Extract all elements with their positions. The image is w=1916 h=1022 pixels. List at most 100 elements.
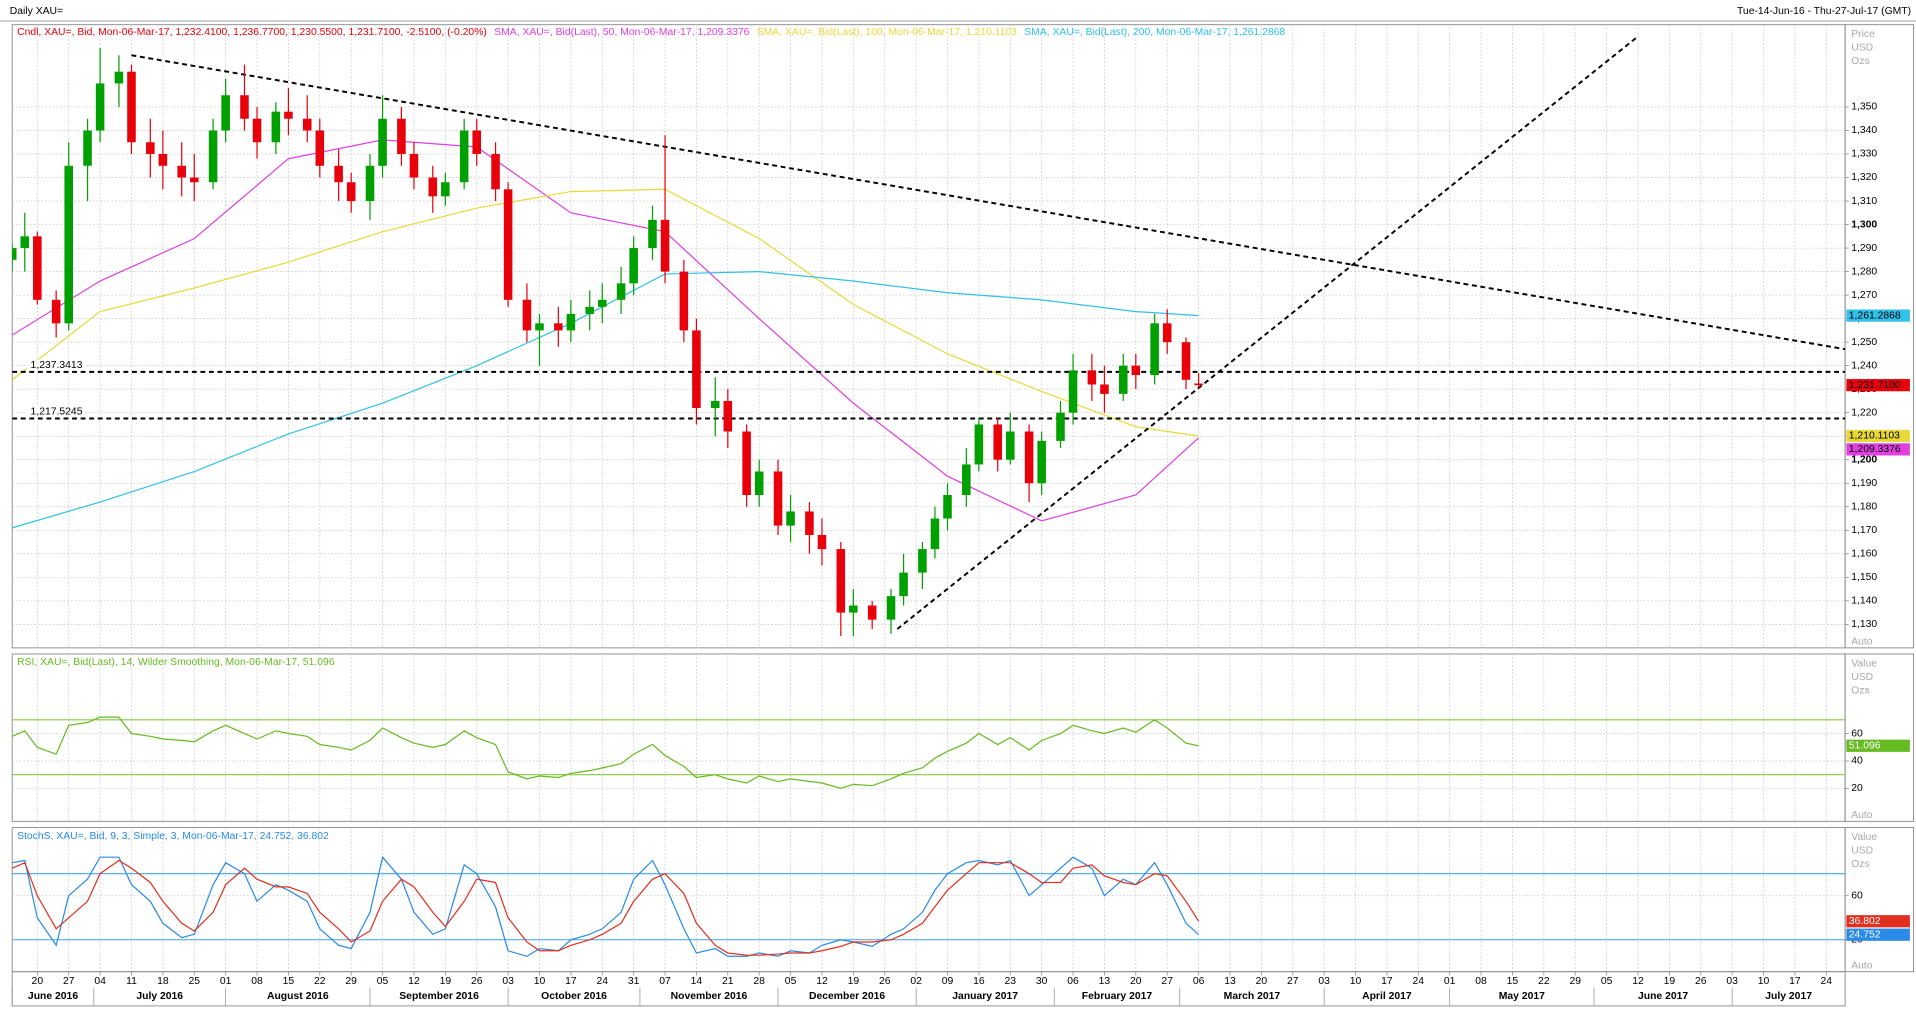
value-tag	[1846, 309, 1910, 322]
x-tick-label: 10	[1350, 976, 1362, 987]
candle-body	[867, 605, 877, 620]
candle-body	[1005, 431, 1015, 460]
candle-body	[441, 182, 450, 197]
candle-body	[491, 154, 500, 190]
candle-body	[974, 424, 984, 465]
candle-body	[962, 464, 971, 495]
axis-frame	[1844, 826, 1915, 973]
y-tick-label: 1,340	[1851, 125, 1877, 136]
candle-body	[459, 130, 469, 183]
x-tick-label: 06	[1067, 976, 1079, 987]
month-label: November 2016	[671, 991, 748, 1002]
candle-body	[114, 71, 124, 84]
candle-body	[522, 299, 532, 331]
x-tick-label: 15	[1507, 976, 1519, 987]
x-tick-label: 22	[1538, 976, 1550, 987]
candle-body	[899, 572, 908, 597]
axis-caption: Value	[1851, 658, 1877, 669]
candle-body	[1068, 370, 1078, 413]
candle-body	[240, 95, 249, 119]
x-tick-label: 25	[188, 976, 200, 987]
y-tick-label: 1,160	[1851, 549, 1877, 560]
x-tick-label: 29	[1569, 976, 1581, 987]
candle-body	[805, 511, 814, 535]
legend: RSI, XAU=, Bid(Last), 14, Wilder Smoothi…	[17, 657, 335, 668]
date-range: Tue-14-Jun-16 - Thu-27-Jul-17 (GMT)	[1737, 6, 1911, 17]
candle-body	[208, 130, 218, 183]
trend-line	[896, 35, 1639, 630]
x-tick-label: 01	[220, 976, 232, 987]
hline-label: 1,237.3413	[31, 360, 83, 371]
month-label: February 2017	[1082, 991, 1153, 1002]
month-label: June 2017	[1638, 991, 1688, 1002]
x-tick-label: 12	[1632, 976, 1644, 987]
legend-entry: SMA, XAU=, Bid(Last), 50, Mon-06-Mar-17,…	[494, 27, 749, 38]
x-tick-label: 12	[408, 976, 420, 987]
x-tick-label: 26	[879, 976, 891, 987]
y-tick-label: 1,150	[1851, 572, 1877, 583]
candle-body	[221, 95, 230, 131]
candle-body	[12, 248, 17, 260]
x-tick-label: 27	[1287, 976, 1299, 987]
candle-body	[585, 306, 594, 314]
x-tick-label: 31	[628, 976, 640, 987]
x-tick-label: 26	[1695, 976, 1707, 987]
candle-body	[754, 471, 764, 495]
candle-body	[836, 549, 846, 613]
candle-body	[252, 118, 262, 143]
candle-body	[189, 177, 199, 183]
x-tick-label: 13	[1224, 976, 1236, 987]
candle-body	[849, 605, 858, 613]
y-tick-label: 1,310	[1851, 196, 1877, 207]
y-tick-label: 1,180	[1851, 501, 1877, 512]
x-tick-label: 04	[94, 976, 106, 987]
axis-caption: USD	[1851, 43, 1873, 54]
x-tick-label: 20	[1130, 976, 1142, 987]
month-label: October 2016	[541, 991, 607, 1002]
x-tick-label: 17	[565, 976, 577, 987]
legend: Cndl, XAU=, Bid, Mon-06-Mar-17, 1,232.41…	[17, 27, 1285, 38]
candle-body	[315, 130, 325, 166]
x-tick-label: 28	[753, 976, 765, 987]
candle-body	[886, 596, 896, 620]
month-label: March 2017	[1224, 991, 1281, 1002]
y-tick-label: 1,280	[1851, 266, 1877, 277]
candle-body	[346, 182, 356, 202]
candle-body	[378, 118, 387, 166]
legend: StochS, XAU=, Bid, 9, 3, Simple, 3, Mon-…	[17, 831, 329, 842]
candle-body	[409, 154, 419, 178]
value-tag-label: 51.096	[1849, 741, 1881, 752]
x-tick-label: 15	[283, 976, 295, 987]
y-tick-label: 1,200	[1851, 454, 1877, 465]
value-tag	[1846, 429, 1910, 443]
candle-body	[284, 111, 293, 119]
y-tick-label: 40	[1851, 756, 1863, 767]
candle-body	[710, 400, 720, 408]
y-tick-label: 1,320	[1851, 172, 1877, 183]
candle-body	[648, 219, 657, 249]
value-tag	[1846, 928, 1910, 941]
y-tick-label: 1,140	[1851, 596, 1877, 607]
axis-auto: Auto	[1851, 960, 1873, 971]
x-tick-label: 05	[377, 976, 389, 987]
y-tick-label: 1,300	[1851, 219, 1877, 230]
month-label: January 2017	[952, 991, 1018, 1002]
candle-body	[1037, 440, 1046, 484]
candle-body	[742, 431, 751, 495]
legend-entry: SMA, XAU=, Bid(Last), 100, Mon-06-Mar-17…	[757, 27, 1017, 38]
hline-label-bg	[26, 359, 86, 371]
legend-entry: Cndl, XAU=, Bid, Mon-06-Mar-17, 1,232.41…	[17, 27, 487, 38]
hline-label-bg	[26, 406, 86, 418]
month-label: July 2017	[1765, 991, 1812, 1002]
x-tick-label: 24	[1413, 976, 1425, 987]
candle-body	[1181, 342, 1191, 380]
x-tick-label: 19	[1664, 976, 1676, 987]
y-tick-label: 1,250	[1851, 337, 1877, 348]
candle-body	[177, 165, 186, 178]
x-tick-label: 05	[1601, 976, 1613, 987]
x-tick-label: 13	[1099, 976, 1111, 987]
y-tick-label: 1,130	[1851, 619, 1877, 630]
value-tag	[1846, 443, 1910, 456]
x-tick-label: 12	[816, 976, 828, 987]
